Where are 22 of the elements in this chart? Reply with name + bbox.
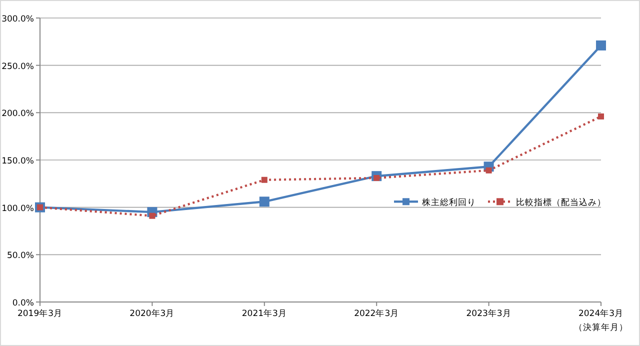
point	[598, 113, 604, 120]
point	[486, 167, 492, 174]
point	[259, 196, 270, 207]
x-tick-label: 2024年3月	[578, 308, 624, 319]
y-tick-label: 150.0%	[2, 156, 34, 166]
y-tick-label: 0.0%	[12, 298, 34, 308]
y-tick-label: 100.0%	[2, 204, 34, 214]
y-tick-label: 300.0%	[2, 14, 34, 24]
x-tick-label: 2020年3月	[130, 308, 175, 319]
legend-label: 株主総利回り	[421, 197, 476, 208]
y-tick-label: 200.0%	[2, 109, 34, 120]
x-tick-label: 2019年3月	[17, 308, 63, 319]
point	[596, 40, 606, 50]
point	[149, 212, 156, 219]
x-tick-label: 2021年3月	[242, 308, 287, 319]
x-tick-label: 2023年3月	[466, 308, 512, 319]
legend-label: 比較指標（配当込み）	[516, 197, 606, 208]
y-tick-label: 50.0%	[6, 251, 34, 262]
y-tick-label: 250.0%	[2, 62, 34, 72]
x-axis-title: （決算年月）	[574, 322, 628, 333]
point	[261, 176, 268, 183]
x-tick-label: 2022年3月	[354, 308, 400, 319]
